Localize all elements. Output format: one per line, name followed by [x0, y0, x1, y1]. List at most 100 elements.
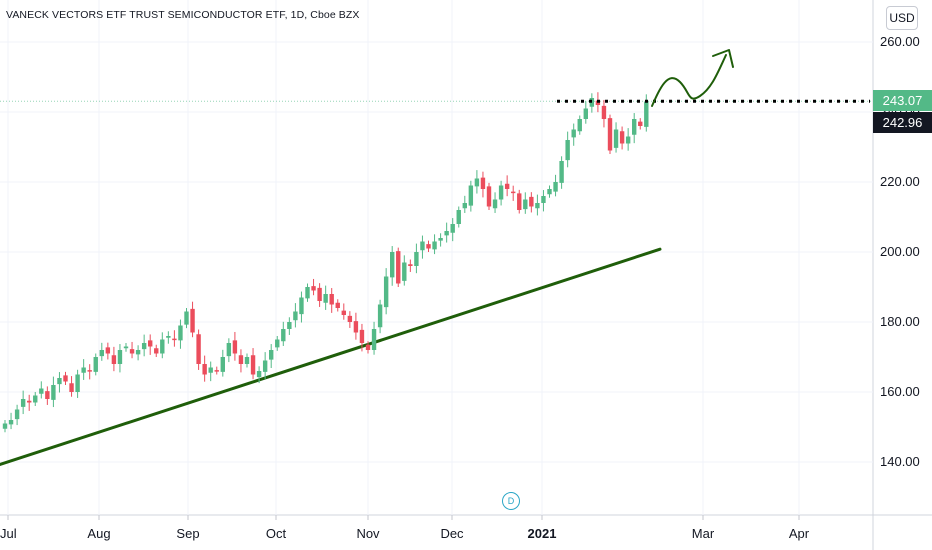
currency-button[interactable]: USD	[886, 6, 918, 30]
candle-body	[583, 108, 588, 119]
candle-body	[226, 343, 232, 357]
candle-body	[529, 196, 534, 207]
candle-body	[105, 347, 111, 354]
candle-body	[262, 360, 268, 372]
candle-body	[456, 210, 461, 224]
candle-body	[160, 339, 165, 354]
candle-body	[111, 355, 117, 364]
candle-body	[523, 199, 528, 210]
candle-body	[99, 350, 104, 357]
candle-body	[450, 224, 455, 233]
candle-body	[275, 339, 280, 348]
support-trendline	[0, 247, 662, 466]
candle-body	[341, 310, 346, 315]
candle-body	[535, 203, 540, 209]
candle-body	[359, 329, 365, 343]
candle-body	[244, 357, 250, 364]
candle-body	[39, 388, 44, 394]
candle-body	[2, 423, 8, 429]
candle-body	[57, 378, 62, 385]
x-tick-label: Apr	[788, 526, 810, 541]
candle-body	[426, 244, 431, 249]
candle-body	[444, 231, 449, 236]
candle-body	[365, 344, 371, 350]
candle-body	[335, 302, 340, 308]
candle-body	[607, 118, 613, 151]
candle-body	[468, 185, 474, 206]
dividend-marker-icon[interactable]: D	[502, 492, 520, 510]
candle-body	[559, 161, 564, 183]
candle-body	[383, 276, 389, 308]
candle-body	[504, 183, 510, 189]
candle-body	[184, 311, 189, 325]
candle-body	[420, 241, 425, 251]
candle-body	[220, 357, 225, 372]
candle-body	[14, 409, 20, 420]
y-tick-label: 180.00	[880, 314, 920, 329]
candle-body	[214, 370, 219, 372]
candle-body	[208, 367, 213, 373]
candle-body	[353, 321, 359, 333]
projection-arrow-head	[712, 49, 734, 68]
candle-body	[317, 287, 322, 301]
candle-body	[287, 322, 292, 329]
candle-body	[577, 119, 582, 132]
candle-body	[371, 329, 377, 350]
candle-body	[644, 101, 649, 127]
candle-body	[190, 308, 195, 333]
candle-body	[511, 191, 516, 194]
candle-body	[69, 383, 74, 392]
candle-body	[123, 346, 129, 349]
candle-body	[498, 185, 504, 200]
candle-body	[51, 385, 56, 400]
chart-title: VANECK VECTORS ETF TRUST SEMICONDUCTOR E…	[6, 9, 360, 21]
candle-body	[571, 129, 576, 138]
candle-body	[148, 340, 153, 347]
candle-body	[232, 340, 238, 354]
y-tick-label: 220.00	[880, 174, 920, 189]
x-tick-label: 2021	[527, 526, 557, 541]
candle-body	[547, 189, 552, 195]
candle-body	[486, 186, 492, 207]
x-tick-label: Mar	[691, 526, 715, 541]
candle-body	[117, 350, 123, 364]
x-tick-label: Nov	[356, 526, 380, 541]
candle-body	[432, 241, 437, 250]
projection-arrow-path	[651, 54, 727, 107]
candle-body	[293, 311, 298, 321]
candle-body	[492, 199, 498, 209]
candle-body	[27, 400, 32, 403]
candle-body	[595, 100, 601, 105]
candle-body	[638, 121, 643, 126]
candle-body	[299, 297, 304, 315]
candle-body	[8, 420, 14, 425]
candle-body	[45, 391, 50, 399]
candle-body	[625, 136, 631, 144]
candle-body	[541, 196, 546, 203]
candle-body	[305, 287, 310, 299]
candle-body	[619, 131, 625, 144]
candle-body	[347, 315, 353, 322]
candle-body	[154, 348, 159, 354]
candle-body	[93, 357, 98, 372]
candle-body	[408, 264, 413, 266]
candle-body	[402, 262, 407, 281]
candle-body	[256, 371, 262, 378]
candle-body	[135, 350, 141, 355]
candle-body	[202, 364, 207, 375]
candle-body	[462, 203, 467, 209]
candle-body	[20, 399, 26, 407]
candle-body	[329, 294, 334, 305]
candle-body	[141, 343, 147, 350]
candle-body	[281, 329, 286, 342]
candle-body	[613, 129, 619, 148]
y-tick-label: 200.00	[880, 244, 920, 259]
candle-body	[390, 252, 395, 278]
candle-body	[269, 350, 274, 360]
y-tick-label: 260.00	[880, 34, 920, 49]
candle-body	[414, 252, 419, 266]
candle-body	[565, 140, 570, 161]
x-tick-label: Jul	[0, 526, 17, 541]
crosshair-price-badge: 242.96	[873, 112, 932, 134]
candle-body	[517, 193, 522, 210]
